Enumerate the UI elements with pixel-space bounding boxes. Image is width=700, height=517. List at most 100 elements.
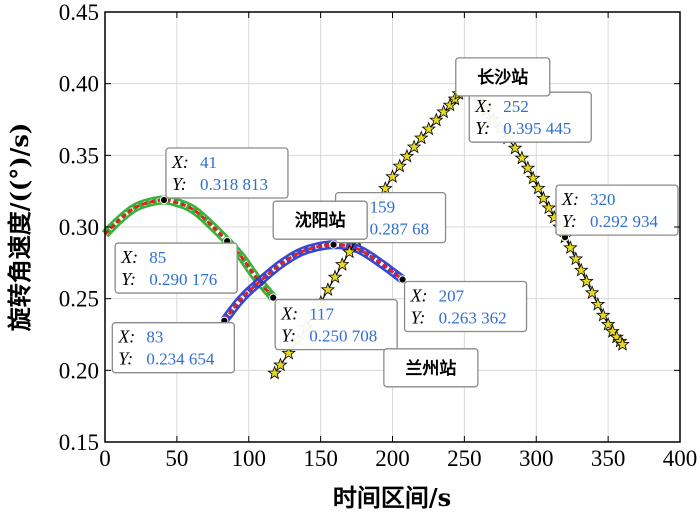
x-tick-label: 0 xyxy=(99,446,111,471)
datatip-y-label: Y: xyxy=(172,174,187,194)
datatip-y-value: 0.290 176 xyxy=(149,270,217,289)
star-marker xyxy=(596,307,611,322)
y-tick-label: 0.15 xyxy=(59,430,99,455)
star-marker xyxy=(442,97,458,112)
datatip-x-label: X: xyxy=(474,96,492,116)
x-tick-label: 50 xyxy=(165,446,188,471)
datatip: X: 41 Y: 0.318 813 xyxy=(165,147,289,199)
star-marker xyxy=(267,365,282,380)
datatip: X: 83 Y: 0.234 654 xyxy=(111,322,235,374)
x-tick-label: 350 xyxy=(591,446,626,471)
star-marker xyxy=(525,170,541,185)
station-label: 长沙站 xyxy=(455,57,551,97)
x-tick-label: 300 xyxy=(519,446,554,471)
y-tick-label: 0.40 xyxy=(59,72,99,97)
datatip-y-value: 0.292 934 xyxy=(590,212,659,231)
datatip-point xyxy=(159,195,169,205)
datatip-y-value: 0.263 362 xyxy=(439,309,507,328)
ticks-layer: 0 50 100 150 200 250 300 350 400 0.15 0.20 0.25 0.30… xyxy=(59,0,698,471)
datatip-box xyxy=(114,242,238,294)
star-marker xyxy=(273,357,288,372)
star-marker xyxy=(579,273,594,288)
y-tick-label: 0.45 xyxy=(59,0,99,25)
datatip-y-label: Y: xyxy=(281,326,296,346)
station-label: 沈阳站 xyxy=(272,200,368,240)
datatip-y-label: Y: xyxy=(562,211,577,231)
datatip-x-value: 207 xyxy=(439,287,465,306)
station-name: 长沙站 xyxy=(477,67,528,88)
x-tick-label: 150 xyxy=(303,446,338,471)
datatip-x-label: X: xyxy=(410,286,428,306)
x-axis-title: 时间区间/s xyxy=(333,483,451,512)
datatip-box xyxy=(165,147,289,199)
datatip-y-label: Y: xyxy=(118,349,133,369)
datatip-box xyxy=(111,322,235,374)
star-marker xyxy=(530,180,546,195)
station-box xyxy=(383,348,479,388)
datatip-y-value: 0.287 68 xyxy=(370,220,430,239)
y-tick-label: 0.20 xyxy=(59,358,99,383)
star-marker xyxy=(573,262,589,277)
datatip-y-value: 0.234 654 xyxy=(146,350,215,369)
datatip-x-value: 252 xyxy=(503,97,529,116)
star-marker xyxy=(507,140,523,155)
station-box xyxy=(455,57,551,97)
datatip-box xyxy=(274,299,398,351)
fit-line xyxy=(103,198,275,299)
station-name: 沈阳站 xyxy=(295,210,346,231)
datatip-point xyxy=(269,293,278,302)
star-marker xyxy=(392,158,407,173)
labels-layer: X: 41 Y: 0.318 813 X: 85 Y: 0.290 176 X: 83 Y: 0.23… xyxy=(111,57,679,388)
datatip-x-value: 83 xyxy=(146,328,163,347)
y-tick-label: 0.25 xyxy=(59,287,99,312)
datatip-point xyxy=(398,275,407,284)
star-marker xyxy=(584,285,600,300)
star-marker xyxy=(414,130,429,145)
star-marker xyxy=(520,160,536,175)
star-marker xyxy=(514,150,530,165)
series-0 xyxy=(101,195,277,302)
star-marker xyxy=(281,345,296,360)
datatip-x-label: X: xyxy=(117,327,135,347)
datatip-x-value: 159 xyxy=(370,198,396,217)
star-marker xyxy=(327,269,343,284)
star-marker xyxy=(563,240,578,255)
station-label: 兰州站 xyxy=(383,348,479,388)
star-marker xyxy=(605,323,620,338)
datatip-y-label: Y: xyxy=(411,308,426,328)
star-marker xyxy=(342,244,357,259)
x-tick-label: 200 xyxy=(375,446,410,471)
y-axis-title: 旋转角速度/((°)/s) xyxy=(5,123,34,332)
datatip-x-value: 117 xyxy=(309,305,334,324)
star-marker xyxy=(541,200,557,215)
star-marker xyxy=(429,112,444,127)
star-marker xyxy=(334,256,350,271)
star-marker xyxy=(536,190,551,205)
datatip-x-label: X: xyxy=(171,152,189,172)
star-marker xyxy=(399,148,415,163)
datatip-box xyxy=(403,280,528,333)
x-tick-label: 100 xyxy=(232,446,267,471)
datatip-x-label: X: xyxy=(280,304,298,324)
star-marker xyxy=(406,139,422,154)
series-1 xyxy=(220,240,406,325)
star-marker xyxy=(568,251,584,266)
datatip-y-label: Y: xyxy=(121,269,136,289)
datatip-box xyxy=(555,184,679,236)
star-marker xyxy=(320,282,336,297)
datatip-y-value: 0.395 445 xyxy=(503,119,571,138)
star-marker xyxy=(377,180,393,195)
station-box xyxy=(272,200,368,240)
star-marker xyxy=(590,296,606,311)
y-tick-label: 0.30 xyxy=(59,215,99,240)
star-marker xyxy=(385,169,400,184)
star-marker xyxy=(436,104,451,119)
x-tick-label: 250 xyxy=(447,446,482,471)
datatip-x-value: 85 xyxy=(149,248,166,267)
star-marker xyxy=(421,121,437,136)
datatip-x-label: X: xyxy=(120,247,138,267)
datatip-x-value: 320 xyxy=(590,190,616,209)
datatip: X: 252 Y: 0.395 445 xyxy=(468,91,592,143)
datatip-x-label: X: xyxy=(561,189,579,209)
